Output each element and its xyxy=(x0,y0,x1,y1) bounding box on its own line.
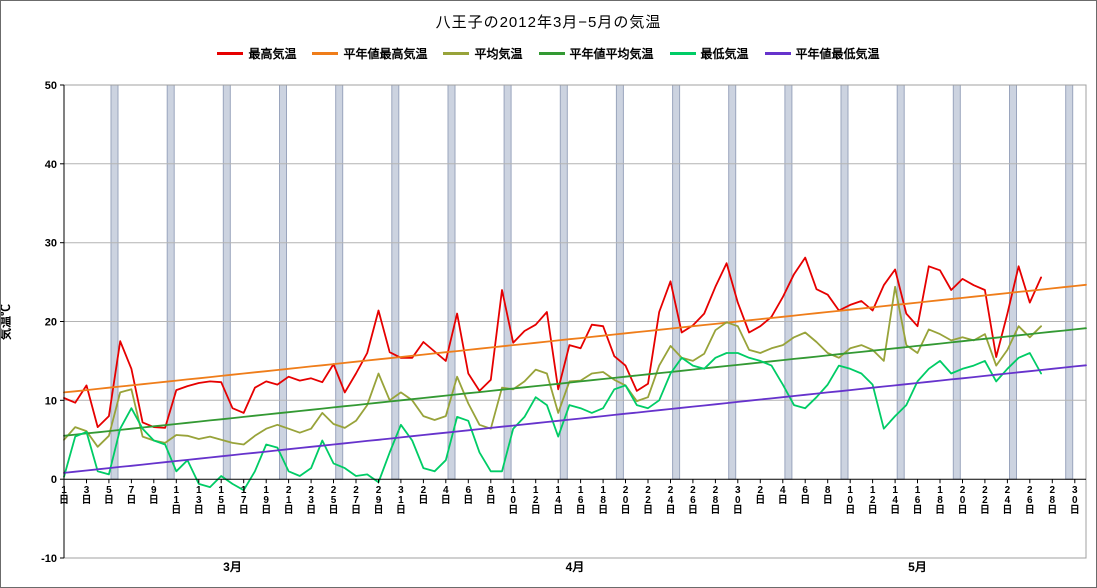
legend-item-2: 平均気温 xyxy=(443,45,523,62)
vertical-gridband xyxy=(615,84,624,480)
y-tick-label: 40 xyxy=(45,159,57,171)
legend-line-swatch xyxy=(312,52,339,55)
y-tick-label: 50 xyxy=(45,80,57,92)
legend-label: 平年値平均気温 xyxy=(569,47,654,61)
legend-item-3: 平年値平均気温 xyxy=(538,45,654,62)
series-line-3 xyxy=(63,327,1087,437)
y-tick-label: 10 xyxy=(45,395,57,407)
chart-title: 八王子の2012年3月−5月の気温 xyxy=(435,14,662,31)
chart-legend: 最高気温 平年値最高気温 平均気温 平年値平均気温 最低気温 平年値最低気温 xyxy=(1,45,1096,62)
vertical-gridband xyxy=(1065,84,1074,480)
vertical-gridband xyxy=(335,84,344,480)
month-label: 3月 xyxy=(223,560,242,574)
legend-item-5: 平年値最低気温 xyxy=(764,45,880,62)
vertical-gridband xyxy=(840,84,849,480)
vertical-gridband xyxy=(447,84,456,480)
legend-label: 平年値最低気温 xyxy=(795,47,880,61)
series-line-5 xyxy=(63,364,1087,474)
vertical-gridband xyxy=(503,84,512,480)
legend-line-swatch xyxy=(538,52,565,55)
y-tick-label: -10 xyxy=(41,553,57,565)
y-tick-label: 30 xyxy=(45,238,57,250)
legend-line-swatch xyxy=(443,52,470,55)
month-label: 5月 xyxy=(908,560,927,574)
series-line-0 xyxy=(63,256,1042,429)
vertical-gridband xyxy=(222,84,231,480)
series-line-1 xyxy=(63,283,1087,394)
y-tick-label: 0 xyxy=(51,474,57,486)
legend-line-swatch xyxy=(764,52,791,55)
legend-item-1: 平年値最高気温 xyxy=(312,45,427,62)
legend-label: 平均気温 xyxy=(474,47,523,61)
legend-label: 最高気温 xyxy=(248,47,297,61)
legend-item-0: 最高気温 xyxy=(217,45,296,62)
vertical-gridband xyxy=(672,84,681,480)
y-tick-label: 20 xyxy=(45,317,57,329)
legend-item-4: 最低気温 xyxy=(669,45,749,62)
vertical-gridband xyxy=(110,84,119,480)
legend-label: 平年値最高気温 xyxy=(343,47,428,61)
vertical-gridband xyxy=(279,84,287,480)
legend-line-swatch xyxy=(669,52,696,55)
legend-label: 最低気温 xyxy=(700,47,749,61)
series-line-2 xyxy=(63,285,1042,448)
vertical-gridband xyxy=(391,84,400,480)
month-label: 4月 xyxy=(566,560,585,574)
legend-line-swatch xyxy=(217,52,244,55)
